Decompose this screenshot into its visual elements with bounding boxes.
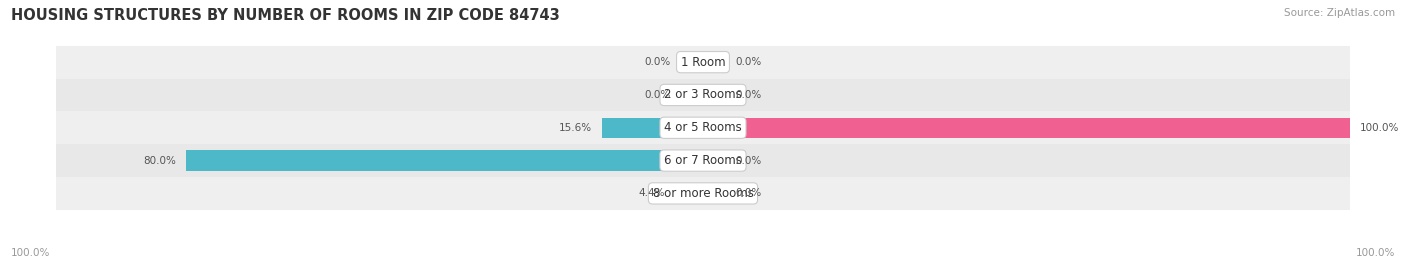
Text: 80.0%: 80.0% — [143, 155, 176, 166]
Text: 0.0%: 0.0% — [644, 90, 671, 100]
Text: 0.0%: 0.0% — [735, 188, 762, 199]
Bar — [602, 118, 703, 138]
Bar — [703, 150, 725, 171]
Text: HOUSING STRUCTURES BY NUMBER OF ROOMS IN ZIP CODE 84743: HOUSING STRUCTURES BY NUMBER OF ROOMS IN… — [11, 8, 560, 23]
Bar — [56, 177, 1350, 210]
Bar — [186, 150, 703, 171]
Text: 4.4%: 4.4% — [638, 188, 665, 199]
Text: 1 Room: 1 Room — [681, 56, 725, 69]
Bar — [56, 46, 1350, 79]
Bar — [56, 144, 1350, 177]
Text: 0.0%: 0.0% — [735, 57, 762, 67]
Bar — [703, 183, 725, 204]
Text: 2 or 3 Rooms: 2 or 3 Rooms — [664, 89, 742, 101]
Text: 0.0%: 0.0% — [644, 57, 671, 67]
Bar — [56, 79, 1350, 111]
Text: 100.0%: 100.0% — [1355, 248, 1395, 258]
Text: 15.6%: 15.6% — [560, 123, 592, 133]
Bar — [703, 118, 1350, 138]
Text: 0.0%: 0.0% — [735, 90, 762, 100]
Text: 4 or 5 Rooms: 4 or 5 Rooms — [664, 121, 742, 134]
Text: Source: ZipAtlas.com: Source: ZipAtlas.com — [1284, 8, 1395, 18]
Text: 100.0%: 100.0% — [1360, 123, 1399, 133]
Bar — [56, 111, 1350, 144]
Bar — [681, 52, 703, 72]
Text: 100.0%: 100.0% — [11, 248, 51, 258]
Bar — [681, 85, 703, 105]
Bar — [703, 52, 725, 72]
Text: 0.0%: 0.0% — [735, 155, 762, 166]
Text: 8 or more Rooms: 8 or more Rooms — [652, 187, 754, 200]
Text: 6 or 7 Rooms: 6 or 7 Rooms — [664, 154, 742, 167]
Bar — [675, 183, 703, 204]
Bar — [703, 85, 725, 105]
